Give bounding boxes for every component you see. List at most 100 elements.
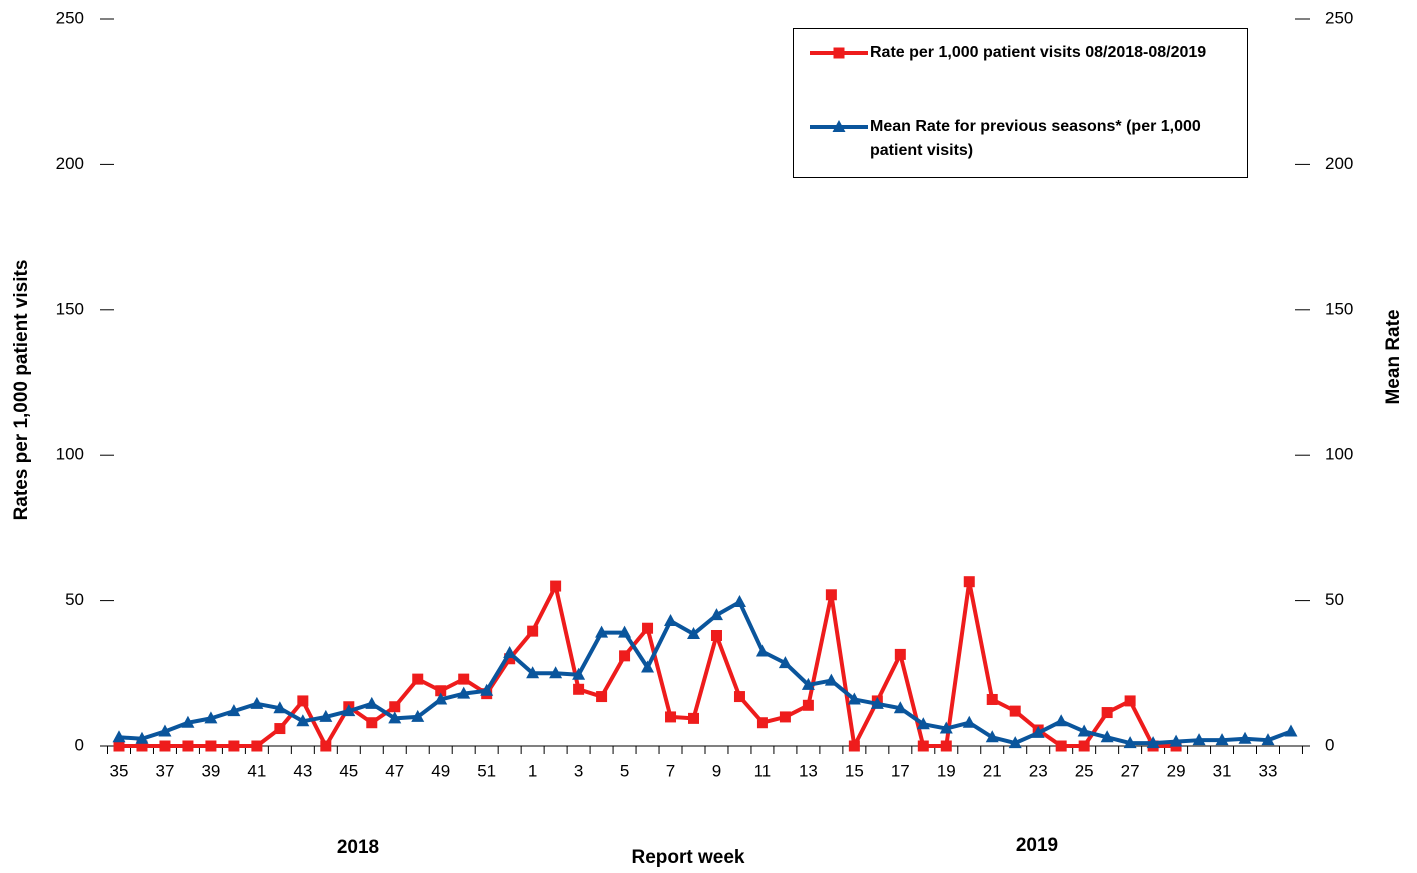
x-tick-label: 37	[155, 761, 174, 780]
marker	[1284, 724, 1298, 737]
marker	[596, 691, 608, 703]
x-tick-label: 29	[1167, 761, 1186, 780]
marker	[755, 644, 769, 657]
marker	[159, 740, 171, 752]
marker	[1146, 736, 1160, 749]
marker	[389, 701, 401, 713]
marker	[619, 650, 631, 662]
marker	[251, 740, 263, 752]
x-tick-label: 51	[477, 761, 496, 780]
marker	[388, 711, 402, 724]
x-tick-label: 41	[247, 761, 266, 780]
x-tick-label: 31	[1213, 761, 1232, 780]
x-axis-label: Report week	[632, 847, 745, 868]
marker	[870, 696, 884, 709]
marker	[641, 660, 655, 673]
marker	[549, 666, 563, 679]
marker	[1123, 736, 1137, 749]
marker	[1169, 734, 1183, 747]
marker	[1261, 733, 1275, 746]
marker	[342, 704, 356, 717]
x-tick-label: 45	[339, 761, 358, 780]
marker	[527, 625, 539, 637]
marker	[205, 740, 217, 752]
year-label: 2018	[337, 837, 379, 858]
marker	[457, 686, 471, 699]
x-tick-label: 7	[666, 761, 675, 780]
y2-tick-label: 50	[1325, 590, 1344, 609]
legend-item: Rate per 1,000 patient visits 08/2018-08…	[808, 41, 1240, 65]
x-tick-label: 21	[983, 761, 1002, 780]
marker	[434, 692, 448, 705]
marker	[135, 731, 149, 744]
marker	[985, 730, 999, 743]
marker	[939, 721, 953, 734]
marker	[365, 696, 379, 709]
marker	[1238, 731, 1252, 744]
marker	[595, 625, 609, 638]
y-tick-label: 0	[75, 735, 84, 754]
x-tick-label: 43	[293, 761, 312, 780]
marker	[572, 667, 586, 680]
marker	[228, 740, 240, 752]
marker	[940, 740, 952, 752]
y2-tick-label: 150	[1325, 299, 1353, 318]
marker	[227, 704, 241, 717]
marker	[526, 666, 540, 679]
marker	[893, 701, 907, 714]
marker	[503, 645, 517, 658]
marker	[320, 740, 332, 752]
y-tick-label: 100	[56, 445, 84, 464]
marker	[1192, 733, 1206, 746]
marker	[1101, 707, 1113, 719]
marker	[847, 692, 861, 705]
marker	[274, 723, 286, 735]
marker	[618, 625, 632, 638]
marker	[916, 717, 930, 730]
legend-swatch	[810, 47, 868, 59]
marker	[665, 711, 677, 723]
marker	[688, 712, 699, 724]
marker	[709, 608, 723, 621]
y2-tick-label: 250	[1325, 8, 1353, 27]
marker	[664, 613, 678, 626]
y2-tick-label: 200	[1325, 154, 1353, 173]
x-tick-label: 35	[110, 761, 129, 780]
marker	[250, 696, 264, 709]
x-tick-label: 25	[1075, 761, 1094, 780]
marker	[435, 685, 447, 697]
y2-tick-label: 100	[1325, 445, 1353, 464]
marker	[204, 711, 218, 724]
marker	[1100, 730, 1114, 743]
series-line	[118, 600, 1292, 746]
marker	[732, 595, 746, 608]
x-tick-label: 23	[1029, 761, 1048, 780]
x-tick-label: 3	[574, 761, 583, 780]
marker	[319, 709, 333, 722]
marker	[1077, 724, 1091, 737]
marker	[801, 677, 815, 690]
y-tick-label: 200	[56, 154, 84, 173]
marker	[779, 711, 791, 723]
x-tick-label: 49	[431, 761, 450, 780]
marker	[504, 653, 516, 665]
x-tick-label: 11	[754, 761, 772, 780]
marker	[825, 589, 837, 601]
marker	[894, 648, 906, 660]
x-tick-label: 1	[528, 761, 537, 780]
marker	[458, 673, 470, 685]
legend-marker	[833, 47, 845, 59]
y-tick-label: 50	[65, 590, 84, 609]
x-tick-label: 5	[620, 761, 629, 780]
y2-axis-label: Mean Rate	[1383, 309, 1404, 404]
marker	[917, 740, 929, 752]
marker	[411, 709, 425, 722]
marker	[848, 740, 860, 752]
y-tick-label: 250	[56, 8, 84, 27]
marker	[1055, 740, 1067, 752]
marker	[1054, 714, 1068, 727]
marker	[1215, 733, 1229, 746]
x-tick-label: 19	[937, 761, 956, 780]
legend-label: Mean Rate for previous seasons* (per 1,0…	[870, 118, 1201, 159]
marker	[296, 714, 310, 727]
